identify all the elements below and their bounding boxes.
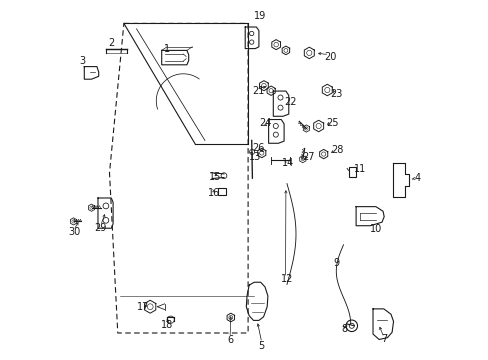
Text: 14: 14 [282,158,294,168]
Text: 5: 5 [258,341,264,351]
Text: 7: 7 [380,334,386,344]
Text: 25: 25 [326,118,338,128]
Text: 1: 1 [163,44,170,54]
Text: 3: 3 [79,56,85,66]
Text: 29: 29 [94,222,106,233]
Text: 12: 12 [280,274,293,284]
Text: 24: 24 [259,118,271,128]
Text: 20: 20 [324,52,336,62]
Text: 30: 30 [68,227,81,237]
Text: 10: 10 [369,224,381,234]
Bar [348,167,356,177]
Text: 15: 15 [208,172,221,182]
Text: 21: 21 [251,86,264,96]
Text: 22: 22 [284,96,296,107]
Text: 6: 6 [226,335,233,345]
Bar [218,188,225,195]
Text: 11: 11 [353,164,365,174]
Text: 16: 16 [207,188,220,198]
Text: 9: 9 [332,258,339,268]
Text: 18: 18 [161,320,173,330]
Text: 2: 2 [108,38,114,48]
Text: 28: 28 [330,145,343,156]
Text: 26: 26 [251,143,264,153]
Text: 13: 13 [249,152,261,162]
Text: 4: 4 [413,173,420,183]
Text: 19: 19 [253,11,265,21]
Text: 8: 8 [341,324,347,334]
Text: 23: 23 [329,89,342,99]
Text: 27: 27 [302,152,314,162]
Text: 17: 17 [137,302,149,312]
